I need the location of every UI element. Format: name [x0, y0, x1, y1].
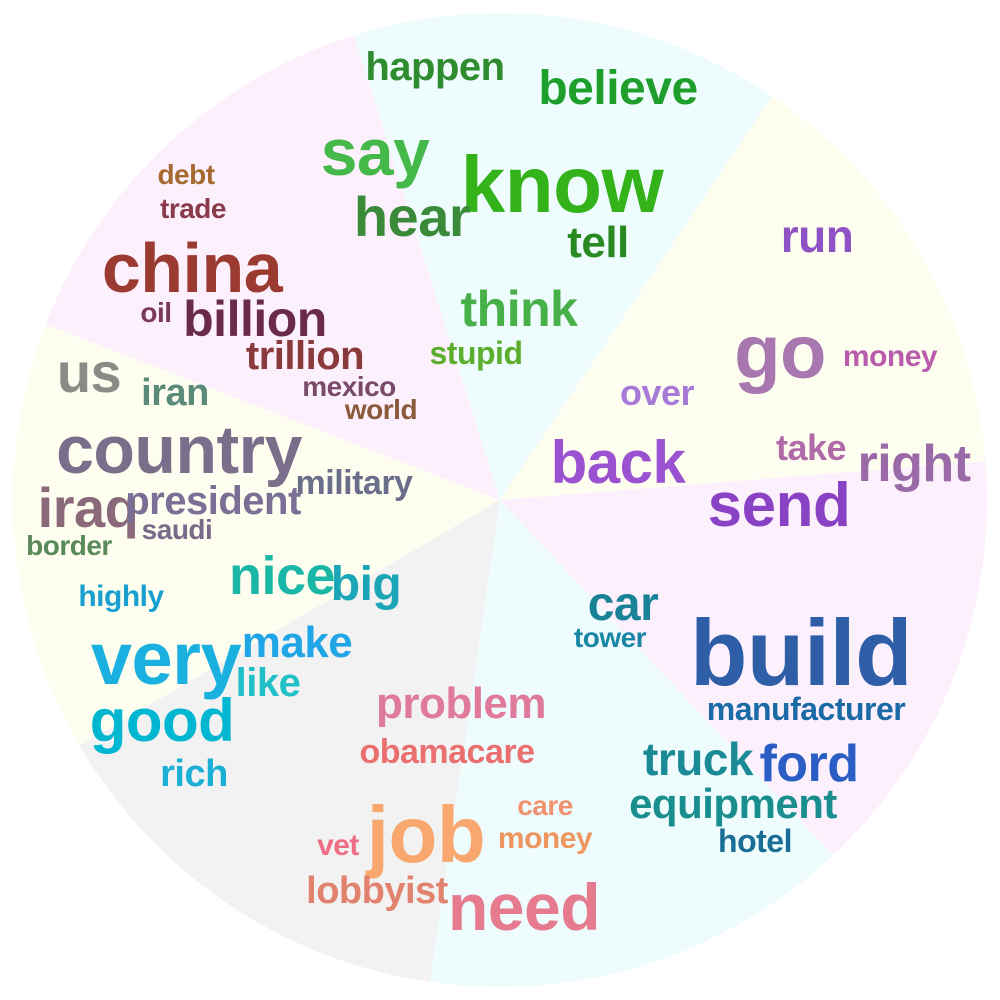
word: rich	[160, 753, 228, 795]
word: saudi	[142, 514, 213, 545]
word: world	[344, 394, 417, 425]
sector-industry	[429, 500, 834, 988]
word: tower	[574, 622, 647, 653]
sector-action	[500, 461, 987, 856]
word: money	[498, 822, 593, 855]
word: hotel	[718, 823, 792, 859]
word: border	[26, 530, 112, 561]
word: make	[242, 618, 353, 667]
word: oil	[140, 297, 171, 328]
word: happen	[365, 45, 504, 89]
word: believe	[538, 62, 697, 115]
sector-foreign	[45, 35, 500, 501]
word: like	[236, 661, 301, 705]
word: obamacare	[359, 733, 534, 771]
word: manufacturer	[707, 691, 906, 727]
word: car	[588, 578, 659, 631]
word: country	[56, 412, 303, 488]
word: back	[551, 429, 687, 496]
word: china	[102, 229, 284, 307]
word: iran	[141, 372, 209, 414]
word: highly	[78, 580, 164, 613]
word: us	[57, 341, 121, 404]
word: debt	[157, 159, 214, 190]
word: care	[517, 790, 573, 821]
word: big	[331, 558, 401, 611]
word: over	[620, 372, 695, 413]
word: hear	[354, 185, 470, 248]
word: need	[448, 870, 600, 944]
word: run	[781, 210, 854, 262]
word: iraq	[38, 476, 139, 539]
word: say	[321, 115, 430, 189]
word: military	[296, 464, 414, 502]
word: nice	[229, 546, 335, 606]
word: president	[125, 479, 301, 523]
word: trillion	[246, 334, 364, 378]
wheel-words: happen believe say know hear tell think …	[26, 45, 971, 944]
word: go	[734, 310, 826, 395]
word: truck	[643, 733, 754, 785]
sector-praise	[12, 324, 501, 746]
word: know	[461, 140, 665, 229]
word: very	[91, 617, 242, 700]
word: good	[90, 687, 235, 754]
word: billion	[183, 291, 327, 347]
word: job	[365, 790, 485, 879]
word: think	[461, 281, 579, 337]
sector-speech	[500, 96, 986, 500]
word: build	[690, 600, 912, 705]
word: lobbyist	[306, 870, 449, 912]
word: take	[776, 427, 846, 468]
word: vet	[317, 829, 359, 862]
wheel-sectors	[12, 13, 987, 988]
word: stupid	[430, 335, 523, 371]
word: equipment	[629, 780, 837, 827]
word: right	[857, 435, 970, 493]
word: problem	[376, 679, 546, 728]
word: money	[843, 340, 938, 373]
word: trade	[160, 193, 226, 224]
word: tell	[567, 218, 629, 267]
word: ford	[759, 735, 858, 793]
sector-policy	[79, 500, 500, 982]
sector-economy	[354, 13, 773, 500]
word: send	[708, 471, 851, 540]
word: mexico	[302, 371, 396, 402]
